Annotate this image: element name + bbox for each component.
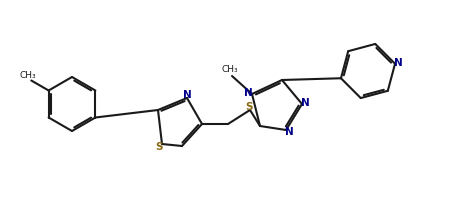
Text: N: N xyxy=(183,90,191,100)
Text: N: N xyxy=(284,127,293,137)
Text: CH₃: CH₃ xyxy=(20,71,37,80)
Text: N: N xyxy=(301,98,309,108)
Text: CH₃: CH₃ xyxy=(221,65,238,74)
Text: N: N xyxy=(394,58,403,68)
Text: N: N xyxy=(243,88,252,98)
Text: S: S xyxy=(245,102,253,112)
Text: S: S xyxy=(155,142,162,152)
